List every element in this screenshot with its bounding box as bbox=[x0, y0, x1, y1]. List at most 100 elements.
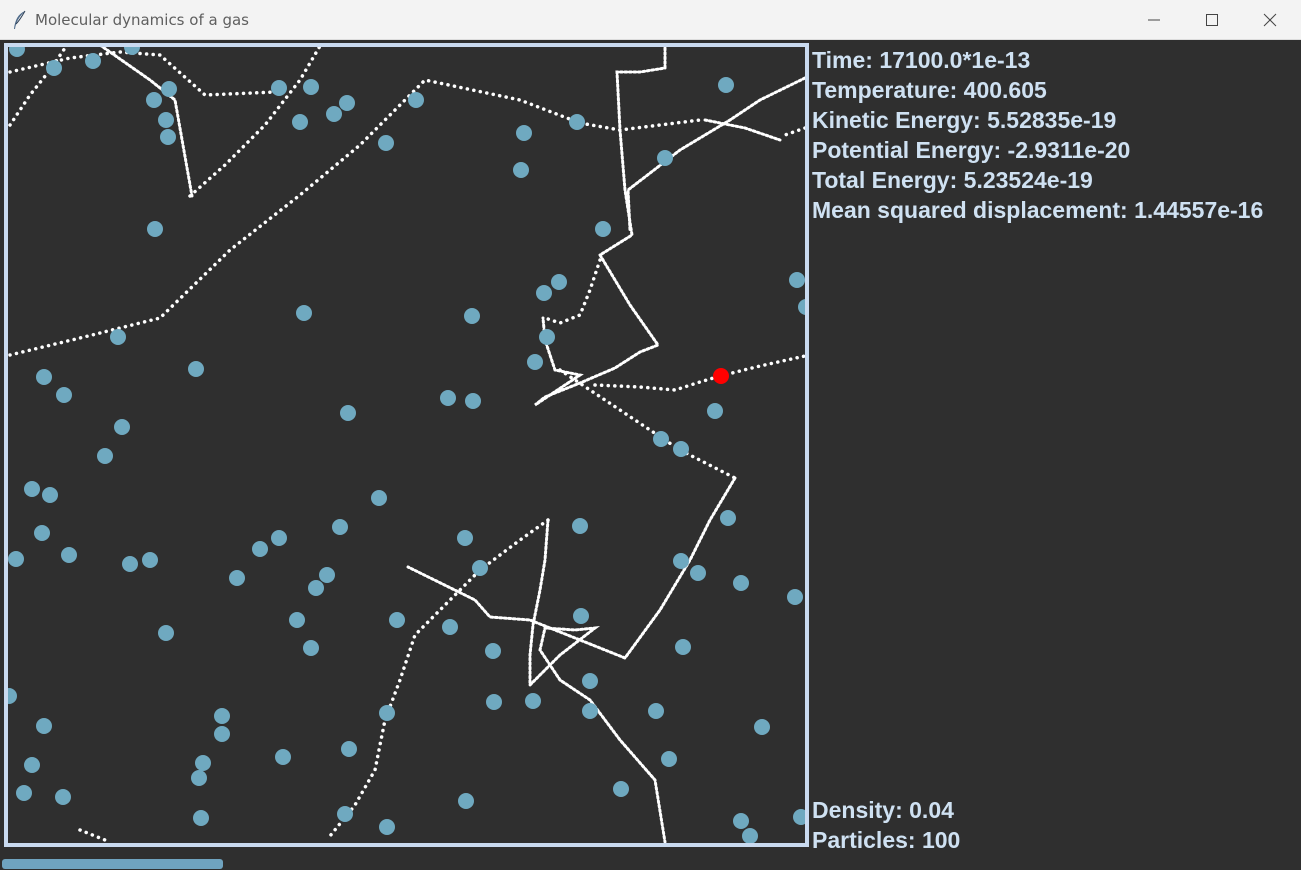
particle bbox=[46, 60, 62, 76]
title-bar: Molecular dynamics of a gas bbox=[0, 0, 1301, 40]
time-label: Time: bbox=[812, 47, 873, 73]
trajectory-dense bbox=[534, 253, 661, 407]
particle bbox=[690, 565, 706, 581]
trajectory-dotted bbox=[8, 50, 277, 97]
particle bbox=[191, 770, 207, 786]
particle bbox=[613, 781, 629, 797]
kinetic-energy-label: Kinetic Energy: bbox=[812, 107, 981, 133]
particle bbox=[442, 619, 458, 635]
particle bbox=[595, 221, 611, 237]
particle bbox=[61, 547, 77, 563]
particle bbox=[188, 361, 204, 377]
particle bbox=[122, 556, 138, 572]
particle bbox=[24, 757, 40, 773]
particle bbox=[332, 519, 348, 535]
kinetic-energy-readout: Kinetic Energy: 5.52835e-19 bbox=[812, 105, 1116, 135]
particle bbox=[55, 789, 71, 805]
particle bbox=[673, 441, 689, 457]
maximize-button[interactable] bbox=[1183, 0, 1241, 40]
particle bbox=[308, 580, 324, 596]
particle bbox=[378, 135, 394, 151]
particle bbox=[371, 490, 387, 506]
trajectory-dotted bbox=[78, 828, 112, 844]
particle bbox=[742, 828, 758, 844]
particle bbox=[158, 112, 174, 128]
particle bbox=[292, 114, 308, 130]
potential-energy-value: -2.9311e-20 bbox=[1007, 137, 1131, 163]
close-icon bbox=[1263, 13, 1277, 27]
particle bbox=[42, 487, 58, 503]
total-energy-value: 5.23524e-19 bbox=[963, 167, 1093, 193]
particle bbox=[733, 575, 749, 591]
particle bbox=[339, 95, 355, 111]
particle bbox=[9, 45, 25, 57]
particle bbox=[158, 625, 174, 641]
particle bbox=[24, 481, 40, 497]
trajectory-dotted bbox=[328, 518, 550, 838]
particles-value: 100 bbox=[921, 827, 961, 853]
msd-value: 1.44557e-16 bbox=[1134, 197, 1264, 223]
particle bbox=[787, 589, 803, 605]
particle bbox=[551, 274, 567, 290]
particle bbox=[303, 79, 319, 95]
progress-bar-fill bbox=[2, 859, 223, 869]
particle bbox=[572, 518, 588, 534]
particle bbox=[472, 560, 488, 576]
particle bbox=[648, 703, 664, 719]
simulation-box bbox=[4, 43, 809, 847]
particle bbox=[798, 299, 807, 315]
minimize-icon bbox=[1148, 19, 1160, 21]
particle bbox=[147, 221, 163, 237]
temperature-value: 400.605 bbox=[963, 77, 1047, 103]
particle bbox=[675, 639, 691, 655]
particle bbox=[124, 45, 140, 55]
particle bbox=[525, 693, 541, 709]
particle bbox=[289, 612, 305, 628]
temperature-readout: Temperature: 400.605 bbox=[812, 75, 1047, 105]
particle bbox=[146, 92, 162, 108]
particle bbox=[539, 329, 555, 345]
particle bbox=[296, 305, 312, 321]
particle bbox=[85, 53, 101, 69]
msd-label: Mean squared displacement: bbox=[812, 197, 1128, 223]
particle bbox=[440, 390, 456, 406]
particle bbox=[271, 530, 287, 546]
particle bbox=[195, 755, 211, 771]
density-readout: Density: 0.04 bbox=[812, 795, 954, 825]
particle bbox=[326, 106, 342, 122]
minimize-button[interactable] bbox=[1125, 0, 1183, 40]
kinetic-energy-value: 5.52835e-19 bbox=[987, 107, 1117, 133]
tracked-particle bbox=[713, 368, 729, 384]
particle bbox=[718, 77, 734, 93]
particle bbox=[36, 369, 52, 385]
particle bbox=[16, 785, 32, 801]
particle bbox=[229, 570, 245, 586]
particle bbox=[661, 751, 677, 767]
particles-readout: Particles: 100 bbox=[812, 825, 960, 855]
particle bbox=[707, 403, 723, 419]
particle bbox=[252, 541, 268, 557]
trajectory-dotted bbox=[543, 258, 602, 325]
temperature-label: Temperature: bbox=[812, 77, 958, 103]
particle bbox=[303, 640, 319, 656]
time-value: 17100.0*1e-13 bbox=[879, 47, 1031, 73]
msd-readout: Mean squared displacement: 1.44557e-16 bbox=[812, 195, 1263, 225]
close-button[interactable] bbox=[1241, 0, 1299, 40]
particle bbox=[271, 80, 287, 96]
particle bbox=[97, 448, 113, 464]
particle bbox=[516, 125, 532, 141]
particle bbox=[193, 810, 209, 826]
progress-bar bbox=[0, 858, 1301, 870]
particle bbox=[657, 150, 673, 166]
particle bbox=[319, 567, 335, 583]
particle bbox=[142, 552, 158, 568]
feather-icon bbox=[14, 10, 26, 29]
particle bbox=[464, 308, 480, 324]
particle bbox=[486, 694, 502, 710]
particle bbox=[789, 272, 805, 288]
particle bbox=[465, 393, 481, 409]
window-title: Molecular dynamics of a gas bbox=[35, 11, 249, 29]
particle bbox=[458, 793, 474, 809]
particle bbox=[720, 510, 736, 526]
